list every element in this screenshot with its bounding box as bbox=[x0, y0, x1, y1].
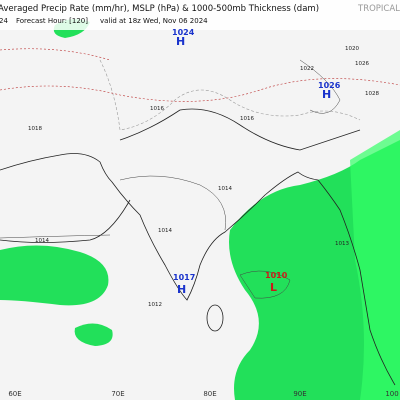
lon-label: 70E bbox=[111, 390, 124, 398]
isobar-labels: 1014 1012 1018 1016 1014 1020 1022 1026 … bbox=[28, 46, 379, 308]
thickness-lines bbox=[0, 48, 400, 102]
forecast-hour: Forecast Hour: [120] bbox=[16, 17, 88, 25]
lon-label: 60E bbox=[8, 390, 21, 398]
borders bbox=[99, 59, 361, 131]
high-symbol: H bbox=[177, 283, 186, 296]
isobars bbox=[0, 59, 341, 299]
isobar-label: 1014 bbox=[35, 238, 49, 244]
precip bbox=[0, 19, 400, 400]
lon-labels: 60E 70E 80E 90E 100 bbox=[8, 390, 398, 398]
isobar-label: 1026 bbox=[355, 61, 369, 67]
lon-label: 80E bbox=[203, 390, 216, 398]
center-pressure: 1010 bbox=[265, 271, 288, 280]
isobar-label: 1022 bbox=[300, 66, 314, 72]
lon-label: 100 bbox=[385, 390, 398, 398]
isobar-label: 1016 bbox=[150, 106, 164, 112]
isobar-label: 1014 bbox=[158, 228, 172, 234]
isobar-label: 1018 bbox=[28, 126, 42, 132]
valid-time: valid at 18z Wed, Nov 06 2024 bbox=[100, 17, 208, 25]
header-band bbox=[0, 0, 400, 30]
lon-label: 90E bbox=[293, 390, 306, 398]
title: Averaged Precip Rate (mm/hr), MSLP (hPa)… bbox=[0, 4, 319, 14]
isobar-label: 1013 bbox=[335, 241, 349, 247]
isobar-label: 1016 bbox=[240, 116, 254, 122]
high-symbol: H bbox=[322, 88, 331, 101]
high-symbol: H bbox=[176, 35, 185, 48]
low-symbol: L bbox=[270, 281, 277, 294]
isobar-label: 1020 bbox=[345, 46, 359, 52]
brand: TROPICAL bbox=[357, 4, 400, 14]
center-pressure: 1026 bbox=[318, 81, 341, 90]
run: 24 bbox=[0, 17, 8, 25]
isobar-label: 1028 bbox=[365, 91, 379, 97]
center-pressure: 1024 bbox=[172, 28, 195, 37]
isobar-label: 1012 bbox=[148, 302, 162, 308]
isobar-label: 1014 bbox=[218, 186, 232, 192]
coastlines bbox=[0, 108, 396, 386]
center-pressure: 1017 bbox=[173, 273, 195, 282]
